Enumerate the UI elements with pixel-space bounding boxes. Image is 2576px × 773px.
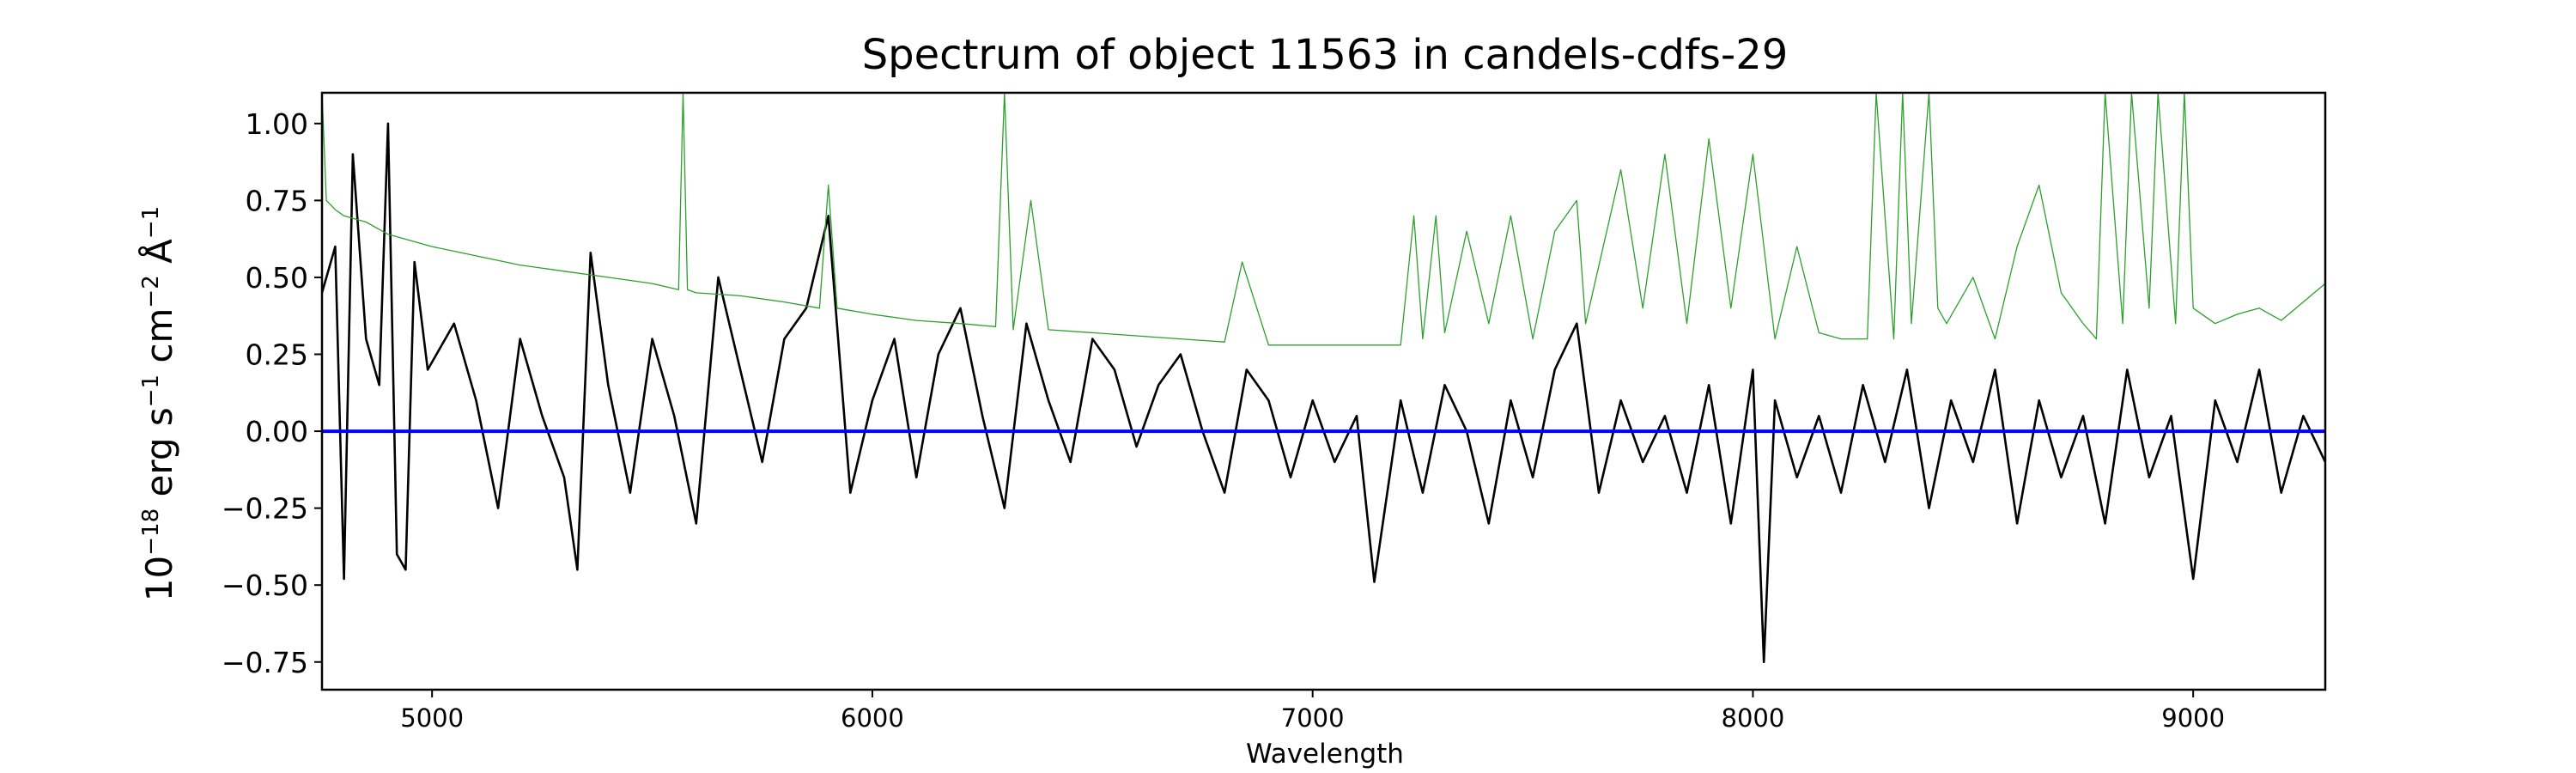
y-tick-label: −0.50: [222, 569, 308, 602]
ylabel-erg: erg s: [138, 407, 180, 508]
series-line-error: [322, 93, 2325, 346]
x-tick-label: 7000: [1281, 703, 1345, 733]
y-tick-label: −0.75: [222, 646, 308, 679]
ylabel-exp2: −1: [138, 374, 164, 407]
y-axis-label: 10−18 erg s−1 cm−2 Å−1: [137, 206, 180, 601]
y-tick-label: 0.50: [246, 261, 308, 295]
y-tick-label: 0.25: [246, 338, 308, 372]
y-tick-label: 1.00: [246, 107, 308, 141]
x-tick-label: 5000: [400, 703, 464, 733]
series-line-flux: [322, 122, 2325, 664]
x-tick-label: 8000: [1722, 703, 1785, 733]
plot-frame: [320, 91, 2327, 691]
ylabel-exp4: −1: [138, 206, 164, 239]
x-tick-label: 6000: [841, 703, 904, 733]
y-tick-label: 0.00: [246, 415, 308, 448]
x-axis-label: Wavelength: [1246, 739, 1404, 770]
ylabel-exp3: −2: [138, 275, 164, 307]
y-tick-label: −0.25: [222, 492, 308, 526]
ylabel-ang: Å: [137, 239, 180, 275]
chart-title: Spectrum of object 11563 in candels-cdfs…: [862, 31, 1789, 79]
x-axis: 5000 6000 7000 8000 9000: [400, 690, 2225, 733]
y-axis: −0.75 −0.50 −0.25 0.00 0.25 0.50 0.75 1.00: [222, 107, 322, 679]
y-tick-label: 0.75: [246, 184, 308, 217]
ylabel-cm: cm: [138, 308, 180, 374]
x-tick-label: 9000: [2161, 703, 2225, 733]
series-layer: [322, 93, 2325, 664]
ylabel-exp1: −18: [138, 508, 164, 556]
ylabel-base: 10: [138, 556, 180, 601]
